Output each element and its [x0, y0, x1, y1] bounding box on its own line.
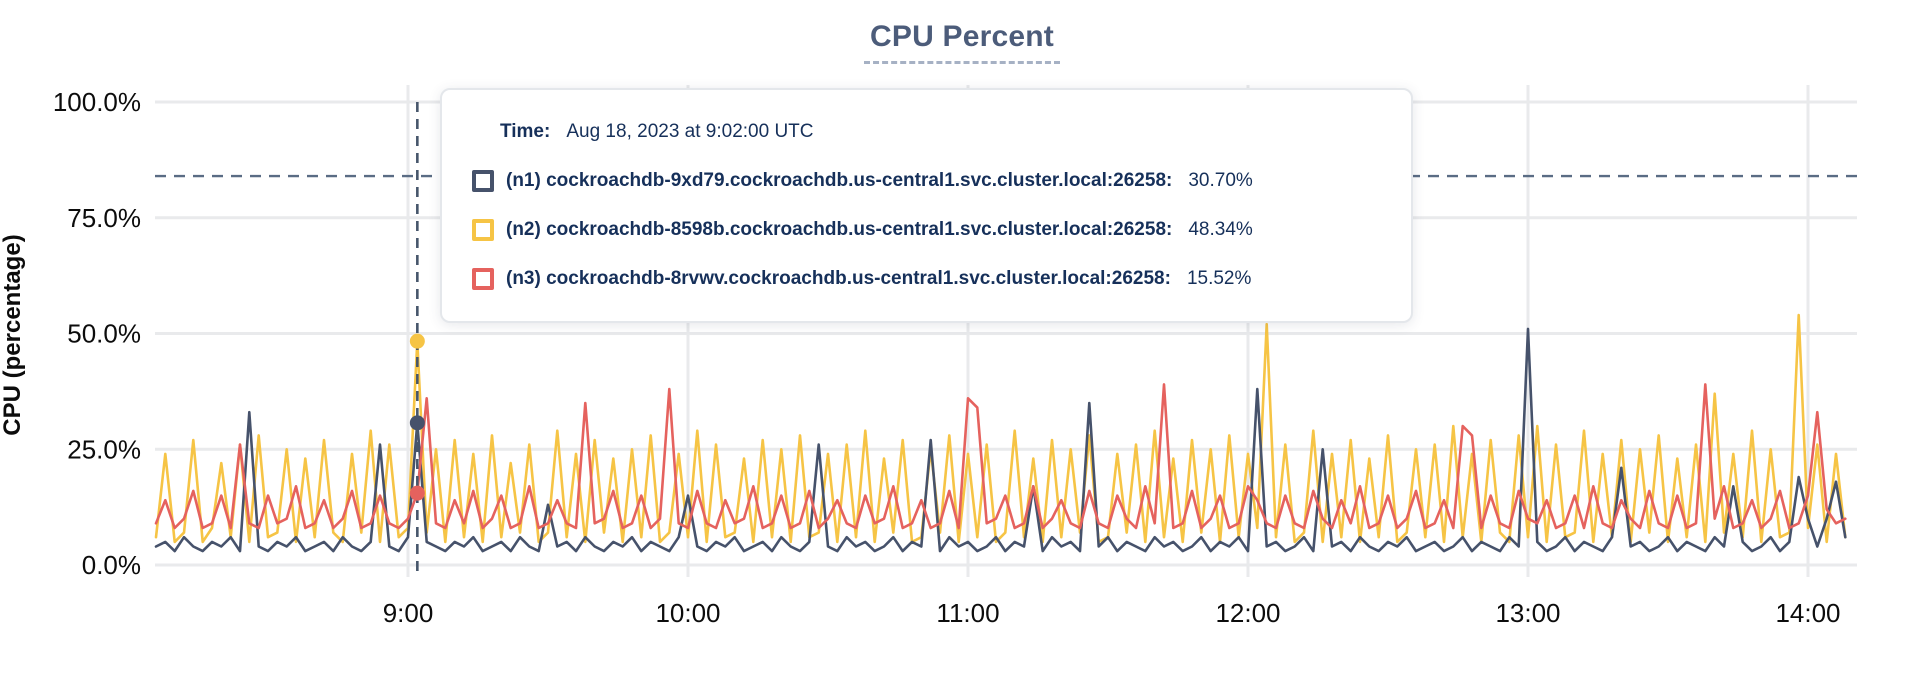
tooltip-series-value-n2: 48.34% [1188, 219, 1253, 240]
x-tick-label: 11:00 [936, 598, 999, 628]
tooltip-series-row-n3: (n3) cockroachdb-8rvwv.cockroachdb.us-ce… [472, 267, 1383, 291]
hover-marker-n3 [409, 485, 425, 501]
tooltip-time-value: Aug 18, 2023 at 9:02:00 UTC [566, 121, 814, 142]
tooltip-series-label-n3: (n3) cockroachdb-8rvwv.cockroachdb.us-ce… [506, 268, 1171, 289]
y-tick-label: 50.0% [67, 319, 141, 349]
x-tick-label: 14:00 [1775, 598, 1840, 628]
hover-marker-n1 [409, 415, 425, 431]
tooltip-time-label: Time: [500, 121, 551, 142]
tooltip-series-value-n1: 30.70% [1188, 170, 1253, 191]
y-tick-label: 100.0% [53, 87, 141, 117]
series-line-n2 [154, 313, 1847, 544]
series-swatch-n2-icon [472, 219, 494, 241]
series-line-n1 [154, 327, 1847, 553]
tooltip-time-row: Time: Aug 18, 2023 at 9:02:00 UTC [472, 120, 1383, 144]
chart-title-row: CPU Percent [0, 20, 1924, 64]
series-swatch-n3-icon [472, 268, 494, 290]
y-tick-label: 0.0% [82, 550, 141, 580]
tooltip-series-label-n1: (n1) cockroachdb-9xd79.cockroachdb.us-ce… [506, 170, 1173, 191]
x-tick-label: 13:00 [1495, 598, 1560, 628]
tooltip-series-label-n2: (n2) cockroachdb-8598b.cockroachdb.us-ce… [506, 219, 1173, 240]
x-tick-label: 12:00 [1215, 598, 1280, 628]
tooltip-series-value-n3: 15.52% [1186, 268, 1252, 289]
tooltip-series-row-n1: (n1) cockroachdb-9xd79.cockroachdb.us-ce… [472, 169, 1383, 193]
y-tick-label: 75.0% [67, 203, 141, 233]
y-tick-label: 25.0% [67, 434, 141, 464]
hover-tooltip: Time: Aug 18, 2023 at 9:02:00 UTC (n1) c… [440, 88, 1413, 323]
hover-marker-n2 [409, 333, 425, 349]
series-swatch-n1-icon [472, 170, 494, 192]
chart-title: CPU Percent [864, 20, 1060, 64]
x-tick-label: 9:00 [383, 598, 434, 628]
x-tick-label: 10:00 [655, 598, 720, 628]
tooltip-series-row-n2: (n2) cockroachdb-8598b.cockroachdb.us-ce… [472, 218, 1383, 242]
series-line-n3 [154, 383, 1847, 530]
